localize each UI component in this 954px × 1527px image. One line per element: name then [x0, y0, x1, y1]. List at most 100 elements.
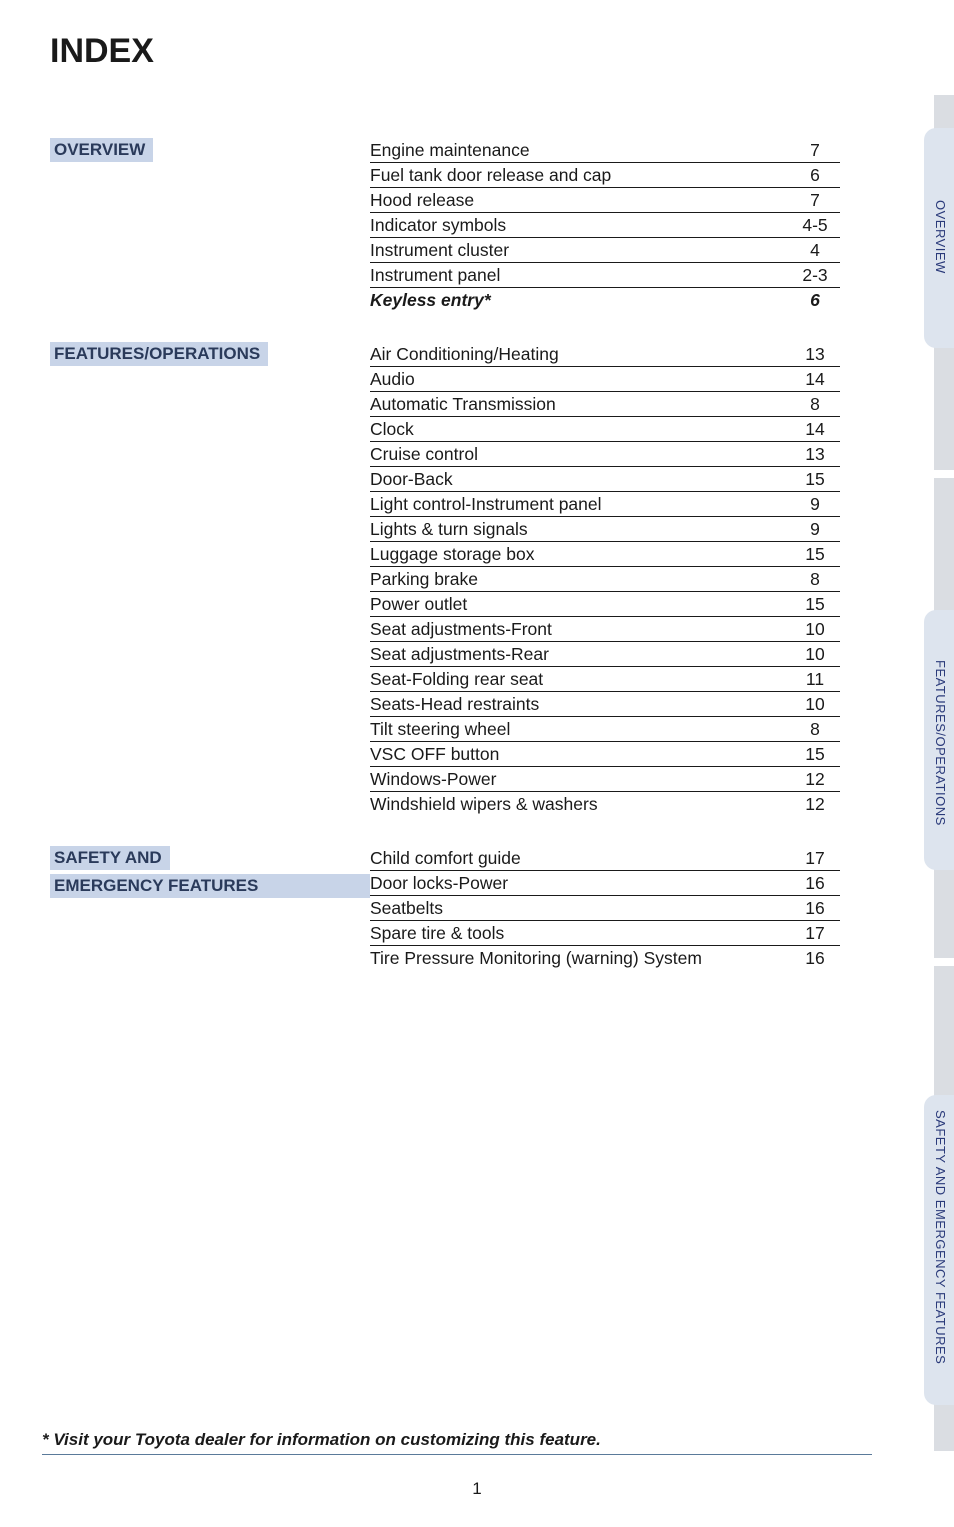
- index-entry: Light control-Instrument panel9: [370, 492, 840, 517]
- entry-label: Tilt steering wheel: [370, 719, 790, 740]
- entry-label: Engine maintenance: [370, 140, 790, 161]
- entry-page: 9: [790, 519, 840, 540]
- entry-page: 14: [790, 369, 840, 390]
- index-entry: Keyless entry*6: [370, 288, 840, 312]
- section-label-text: SAFETY AND: [50, 846, 170, 870]
- entry-label: Air Conditioning/Heating: [370, 344, 790, 365]
- entry-label: Clock: [370, 419, 790, 440]
- entry-label: Windshield wipers & washers: [370, 794, 790, 815]
- index-entry: Hood release7: [370, 188, 840, 213]
- entry-label: Child comfort guide: [370, 848, 790, 869]
- section-label-text: OVERVIEW: [50, 138, 153, 162]
- side-tabs: OVERVIEWFEATURES/OPERATIONSSAFETY AND EM…: [912, 0, 954, 1527]
- index-entry: Seat adjustments-Rear10: [370, 642, 840, 667]
- entry-page: 13: [790, 344, 840, 365]
- entry-label: VSC OFF button: [370, 744, 790, 765]
- section-label: SAFETY AND EMERGENCY FEATURES: [50, 846, 370, 970]
- index-entry: Audio14: [370, 367, 840, 392]
- entry-page: 7: [790, 190, 840, 211]
- entry-page: 2-3: [790, 265, 840, 286]
- section-label: OVERVIEW: [50, 138, 370, 312]
- entry-label: Seat-Folding rear seat: [370, 669, 790, 690]
- index-entry: Door locks-Power16: [370, 871, 840, 896]
- entry-page: 14: [790, 419, 840, 440]
- entry-page: 16: [790, 898, 840, 919]
- entries-list: Child comfort guide17Door locks-Power16S…: [370, 846, 840, 970]
- entry-page: 6: [790, 290, 840, 311]
- entry-page: 15: [790, 744, 840, 765]
- entry-page: 11: [790, 669, 840, 690]
- index-entry: Windshield wipers & washers12: [370, 792, 840, 816]
- index-entry: Seat adjustments-Front10: [370, 617, 840, 642]
- footnote-text: * Visit your Toyota dealer for informati…: [42, 1430, 601, 1449]
- entry-label: Power outlet: [370, 594, 790, 615]
- entry-page: 15: [790, 594, 840, 615]
- entry-label: Automatic Transmission: [370, 394, 790, 415]
- entry-label: Instrument cluster: [370, 240, 790, 261]
- entry-page: 6: [790, 165, 840, 186]
- index-entry: Instrument panel2-3: [370, 263, 840, 288]
- entry-page: 17: [790, 923, 840, 944]
- section-label-text: EMERGENCY FEATURES: [50, 874, 370, 898]
- entry-label: Seatbelts: [370, 898, 790, 919]
- index-entry: Tilt steering wheel8: [370, 717, 840, 742]
- index-entry: Engine maintenance7: [370, 138, 840, 163]
- page-number: 1: [0, 1479, 954, 1499]
- entry-page: 15: [790, 469, 840, 490]
- entry-label: Door-Back: [370, 469, 790, 490]
- index-entry: Luggage storage box15: [370, 542, 840, 567]
- section-label-text: FEATURES/OPERATIONS: [50, 342, 268, 366]
- index-entry: Air Conditioning/Heating13: [370, 342, 840, 367]
- footnote: * Visit your Toyota dealer for informati…: [42, 1430, 872, 1455]
- index-entry: Door-Back15: [370, 467, 840, 492]
- entry-label: Parking brake: [370, 569, 790, 590]
- page-title: INDEX: [50, 32, 154, 71]
- index-entry: Lights & turn signals9: [370, 517, 840, 542]
- entry-page: 4: [790, 240, 840, 261]
- entry-page: 12: [790, 769, 840, 790]
- entry-page: 8: [790, 394, 840, 415]
- index-entry: Child comfort guide17: [370, 846, 840, 871]
- index-entry: Seats-Head restraints10: [370, 692, 840, 717]
- entry-label: Lights & turn signals: [370, 519, 790, 540]
- entry-page: 12: [790, 794, 840, 815]
- index-entry: Fuel tank door release and cap6: [370, 163, 840, 188]
- entry-page: 16: [790, 873, 840, 894]
- entry-page: 17: [790, 848, 840, 869]
- index-section: FEATURES/OPERATIONS Air Conditioning/Heat…: [50, 342, 840, 816]
- index-section: OVERVIEWEngine maintenance7Fuel tank doo…: [50, 138, 840, 312]
- index-section: SAFETY AND EMERGENCY FEATURESChild comfor…: [50, 846, 840, 970]
- entry-label: Windows-Power: [370, 769, 790, 790]
- entry-page: 7: [790, 140, 840, 161]
- index-entry: Cruise control13: [370, 442, 840, 467]
- entry-page: 16: [790, 948, 840, 969]
- entry-page: 13: [790, 444, 840, 465]
- index-entry: Indicator symbols4-5: [370, 213, 840, 238]
- entry-label: Spare tire & tools: [370, 923, 790, 944]
- entry-label: Keyless entry*: [370, 290, 790, 311]
- index-entry: Seat-Folding rear seat11: [370, 667, 840, 692]
- entry-page: 4-5: [790, 215, 840, 236]
- index-entry: Seatbelts16: [370, 896, 840, 921]
- entries-list: Engine maintenance7Fuel tank door releas…: [370, 138, 840, 312]
- index-entry: Windows-Power12: [370, 767, 840, 792]
- index-entry: VSC OFF button15: [370, 742, 840, 767]
- entry-page: 10: [790, 694, 840, 715]
- index-entry: Power outlet15: [370, 592, 840, 617]
- entry-label: Tire Pressure Monitoring (warning) Syste…: [370, 948, 790, 969]
- entry-label: Cruise control: [370, 444, 790, 465]
- index-entry: Spare tire & tools17: [370, 921, 840, 946]
- entry-label: Seat adjustments-Rear: [370, 644, 790, 665]
- index-entry: Instrument cluster4: [370, 238, 840, 263]
- entry-page: 8: [790, 569, 840, 590]
- entry-label: Hood release: [370, 190, 790, 211]
- entry-page: 10: [790, 644, 840, 665]
- entry-page: 9: [790, 494, 840, 515]
- tab-label: OVERVIEW: [933, 200, 948, 274]
- entry-page: 8: [790, 719, 840, 740]
- index-entry: Tire Pressure Monitoring (warning) Syste…: [370, 946, 840, 970]
- index-entry: Automatic Transmission8: [370, 392, 840, 417]
- entry-page: 10: [790, 619, 840, 640]
- entry-label: Seat adjustments-Front: [370, 619, 790, 640]
- entry-label: Luggage storage box: [370, 544, 790, 565]
